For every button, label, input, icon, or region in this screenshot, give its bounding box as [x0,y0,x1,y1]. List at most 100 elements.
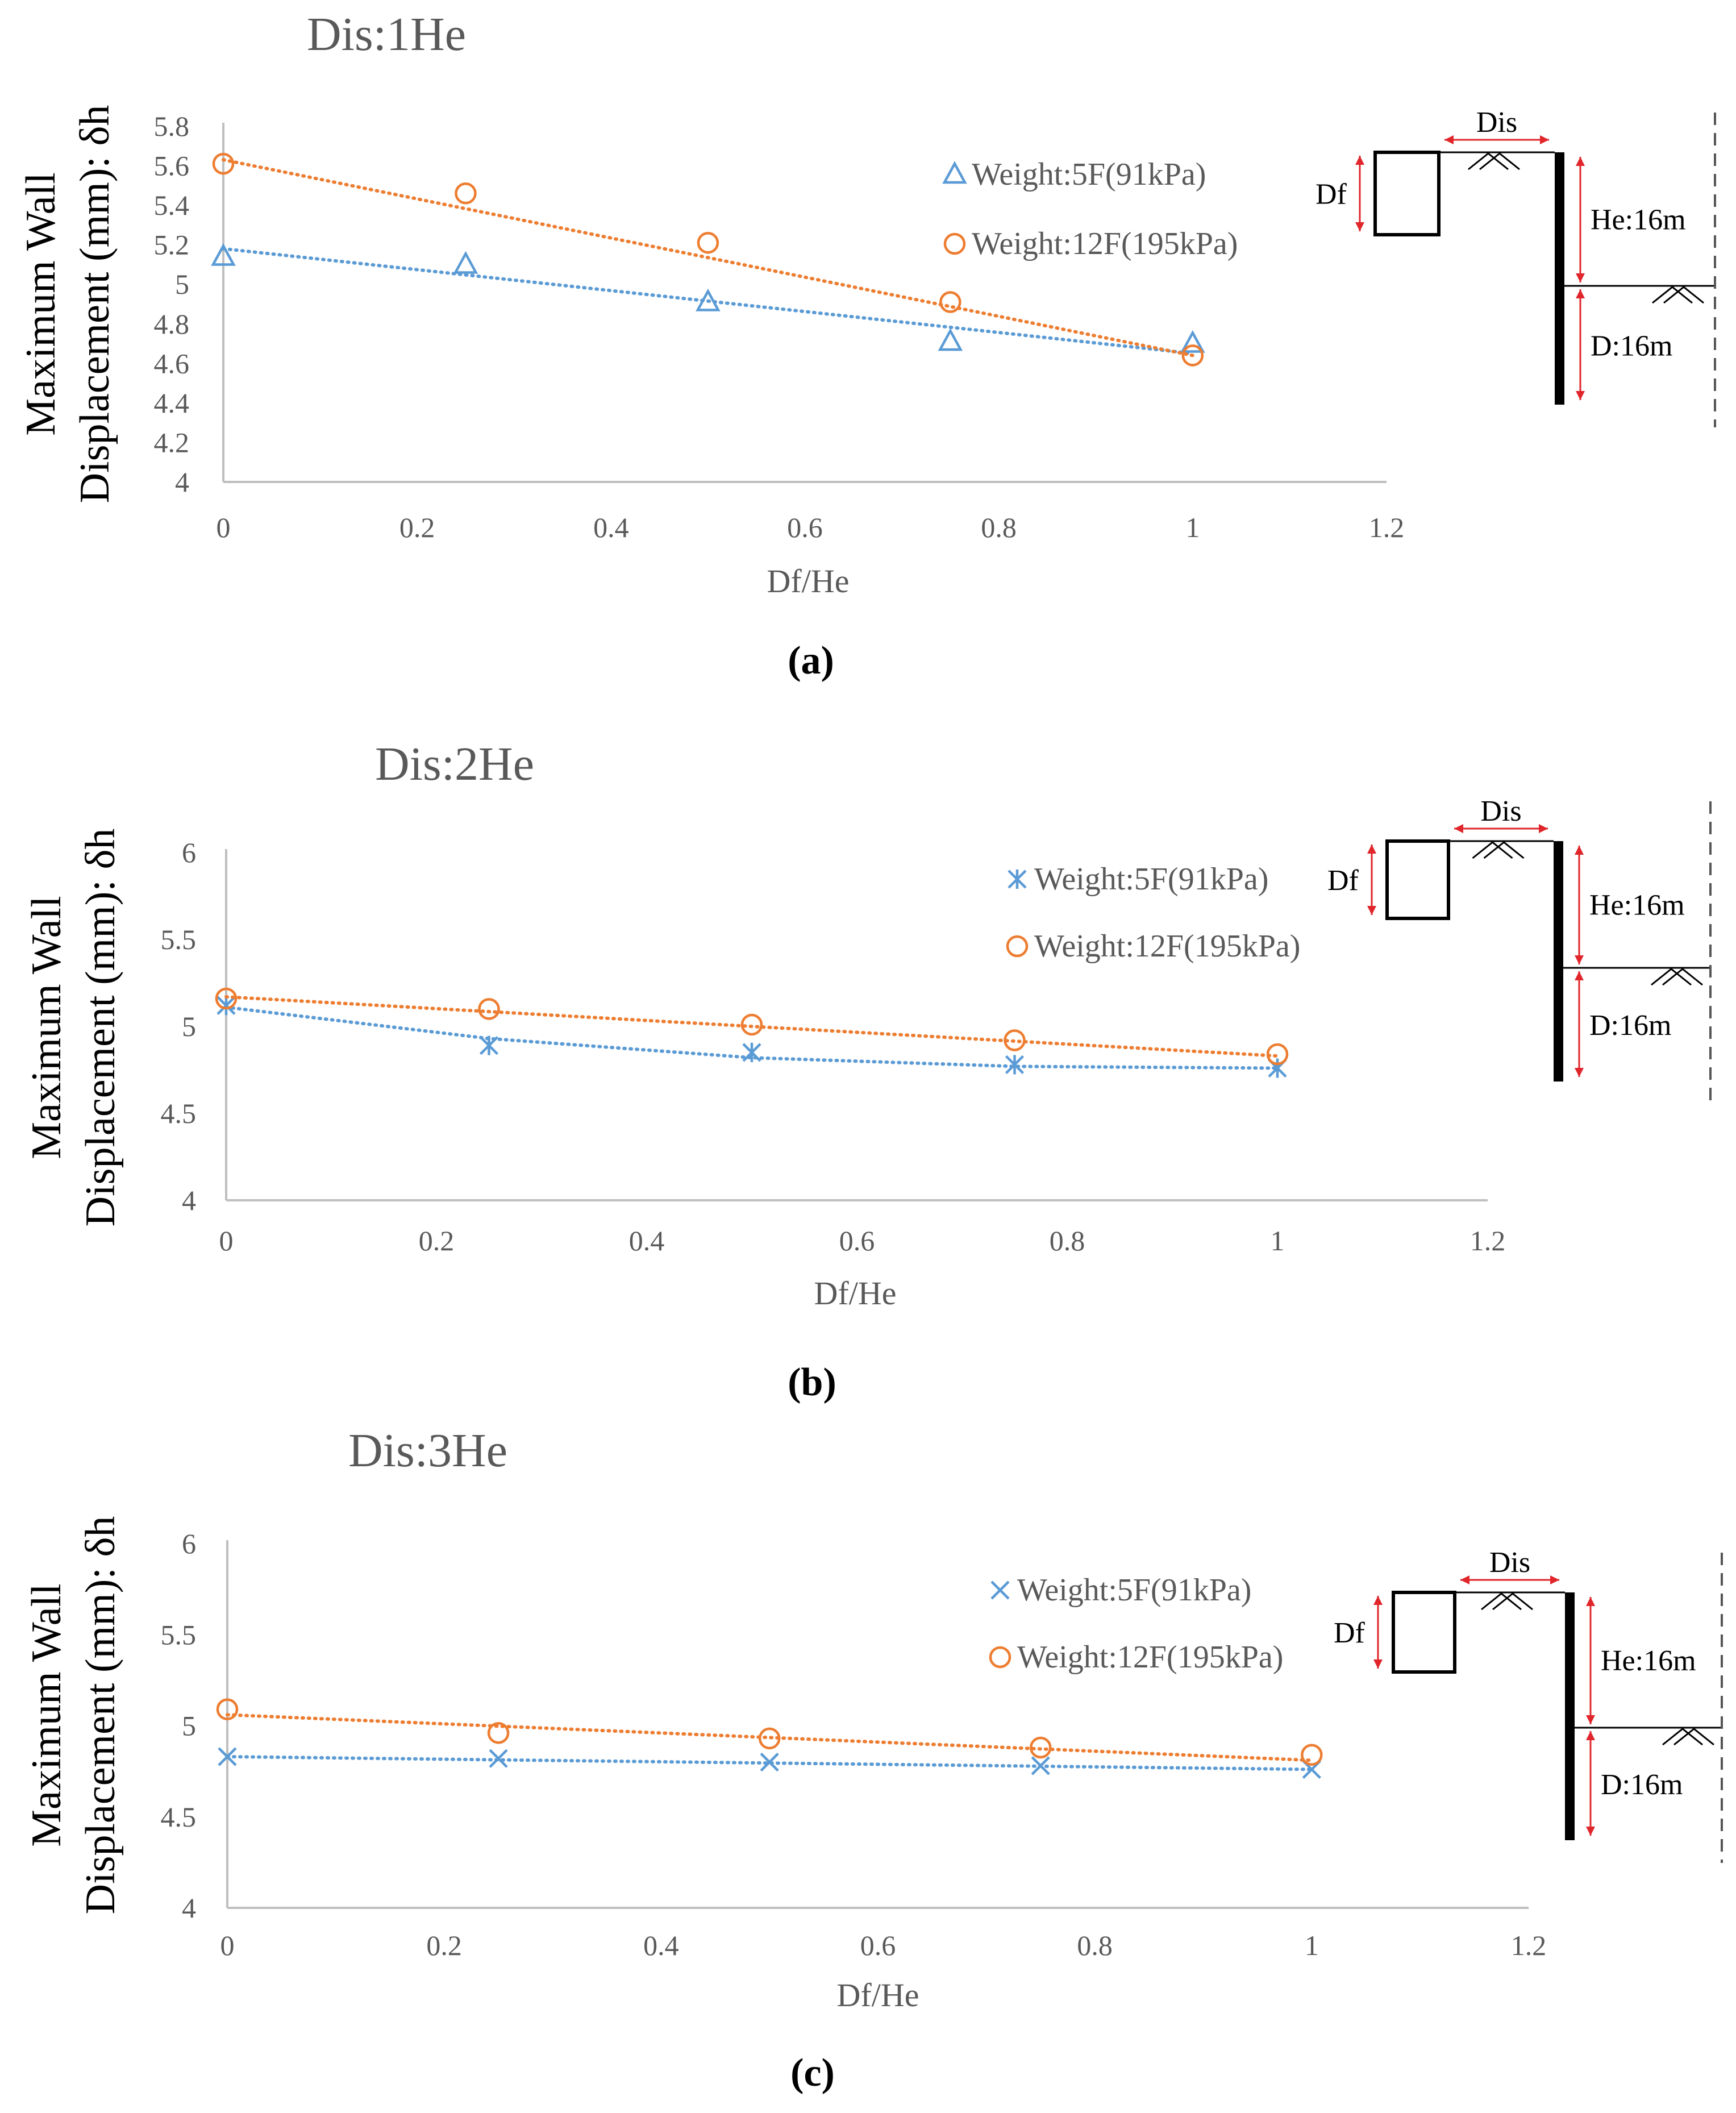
data-point [1266,1043,1289,1066]
y-tick-label: 4.6 [154,347,190,379]
legend-label: Weight:5F(91kPa) [1034,862,1268,897]
x-tick-label: 1 [1305,1929,1319,1961]
data-point [1004,1029,1026,1051]
data-point [1301,1744,1323,1766]
data-point [742,1042,761,1062]
data-point [216,1698,239,1720]
y-tick-label: 5 [175,268,189,300]
y-axis-label: Displacement (mm): δh [77,829,124,1227]
x-tick-label: 0.2 [419,1225,455,1257]
arrowhead [1373,1596,1383,1605]
chart-panel-a: 4 4.2 4.4 4.6 4.8 5 5.2 5.4 5.6 5.8 0 0.2 0.4 0.6 0.8 1… [18,8,1716,683]
panel-label: (a) [788,639,834,683]
ground-symbol-icon [1468,152,1520,170]
chart-title: Dis:2He [375,738,534,791]
y-tick-label: 5.5 [161,924,197,955]
data-point [215,987,238,1010]
data-point [455,182,477,205]
x-tick-label: 0 [219,1225,234,1257]
series-5f [218,1747,1321,1779]
y-tick-label: 4.4 [154,387,190,419]
arrowhead [1576,391,1585,400]
legend-marker [990,1580,1010,1600]
y-tick-label: 5.2 [154,229,190,261]
arrowhead [1586,1731,1595,1740]
data-point [697,231,719,254]
legend-label: Weight:12F(195kPa) [1017,1640,1283,1675]
data-point [489,1749,508,1768]
x-tick-label: 0 [220,1929,235,1961]
arrowhead [1575,955,1584,964]
data-point [939,291,961,313]
y-axis-label: Maximum Wall [23,1583,70,1846]
x-axis-label: Df/He [837,1977,919,2014]
legend: Weight:5F(91kPa) Weight:12F(195kPa) [989,1573,1283,1675]
x-tick-label: 0.6 [839,1225,875,1257]
x-tick-label: 0.4 [629,1225,665,1257]
x-tick-label: 1.2 [1470,1225,1506,1257]
arrowhead [1460,1575,1469,1584]
data-point [758,1727,781,1750]
y-tick-label: 4.5 [161,1801,197,1833]
building-box [1392,1591,1456,1674]
chart-title: Dis:3He [348,1424,507,1477]
data-point [212,152,235,175]
arrowhead [1444,135,1454,144]
data-point [1030,1736,1052,1759]
y-tick-label: 6 [182,837,196,868]
ground-symbol-icon [1652,286,1704,304]
dis-label: Dis [1480,795,1521,827]
y-tick-label: 6 [182,1528,196,1559]
arrowhead [1575,1068,1584,1077]
dis-label: Dis [1476,106,1517,139]
x-axis-label: Df/He [814,1275,897,1312]
arrowhead [1454,824,1463,833]
data-point [453,251,478,274]
series-12f [212,152,1204,367]
chart-title: Dis:1He [307,8,466,61]
arrowhead [1586,1715,1595,1724]
legend-marker [1006,935,1029,958]
data-point [217,996,236,1016]
y-tick-label: 5.6 [154,150,190,182]
legend: Weight:5F(91kPa) Weight:12F(195kPa) [942,157,1238,261]
y-tick-label: 5 [182,1710,196,1742]
x-axis-label: Df/He [767,563,850,600]
x-tick-label: 1.2 [1369,511,1405,543]
series-12f [216,1698,1323,1766]
arrowhead [1575,971,1584,980]
x-tick-label: 0.6 [787,511,823,543]
data-point [479,1035,499,1055]
data-point [218,1747,237,1766]
d-label: D:16m [1591,330,1672,363]
data-point [1180,330,1205,353]
series-12f [215,987,1289,1066]
y-tick-label: 4 [182,1184,196,1216]
data-point [1031,1756,1050,1775]
ground-symbol-icon [1481,1592,1533,1611]
series-5f [211,243,1205,355]
x-tick-label: 0.2 [399,511,435,543]
legend-label: Weight:12F(195kPa) [1034,929,1300,964]
data-point [740,1013,763,1036]
arrowhead [1355,222,1364,231]
arrowhead [1586,1827,1595,1836]
chart-panel-c: 4 4.5 5 5.5 6 0 0.2 0.4 0.6 0.8 1 1.2 Dis:3He Df/He Ma… [23,1424,1723,2095]
d-label: D:16m [1589,1009,1671,1042]
data-point [1005,1055,1025,1075]
he-label: He:16m [1601,1645,1696,1677]
trend-line [226,1713,1314,1762]
data-point [760,1753,779,1772]
retaining-wall [1554,841,1563,1082]
arrowhead [1540,135,1549,144]
x-tick-label: 0.8 [1077,1929,1113,1961]
chart-panel-b: 4 4.5 5 5.5 6 0 0.2 0.4 0.6 0.8 1 1.2 Dis:2He Df/He Ma… [23,738,1712,1404]
y-axis-label: Displacement (mm): δh [72,105,118,504]
y-tick-label: 5.8 [154,110,190,142]
trend-line [224,995,1279,1058]
schematic: Dis Df He:16m D:16m [1315,106,1716,427]
arrowhead [1576,157,1585,166]
he-label: He:16m [1591,204,1686,236]
legend-label: Weight:12F(195kPa) [972,226,1238,261]
